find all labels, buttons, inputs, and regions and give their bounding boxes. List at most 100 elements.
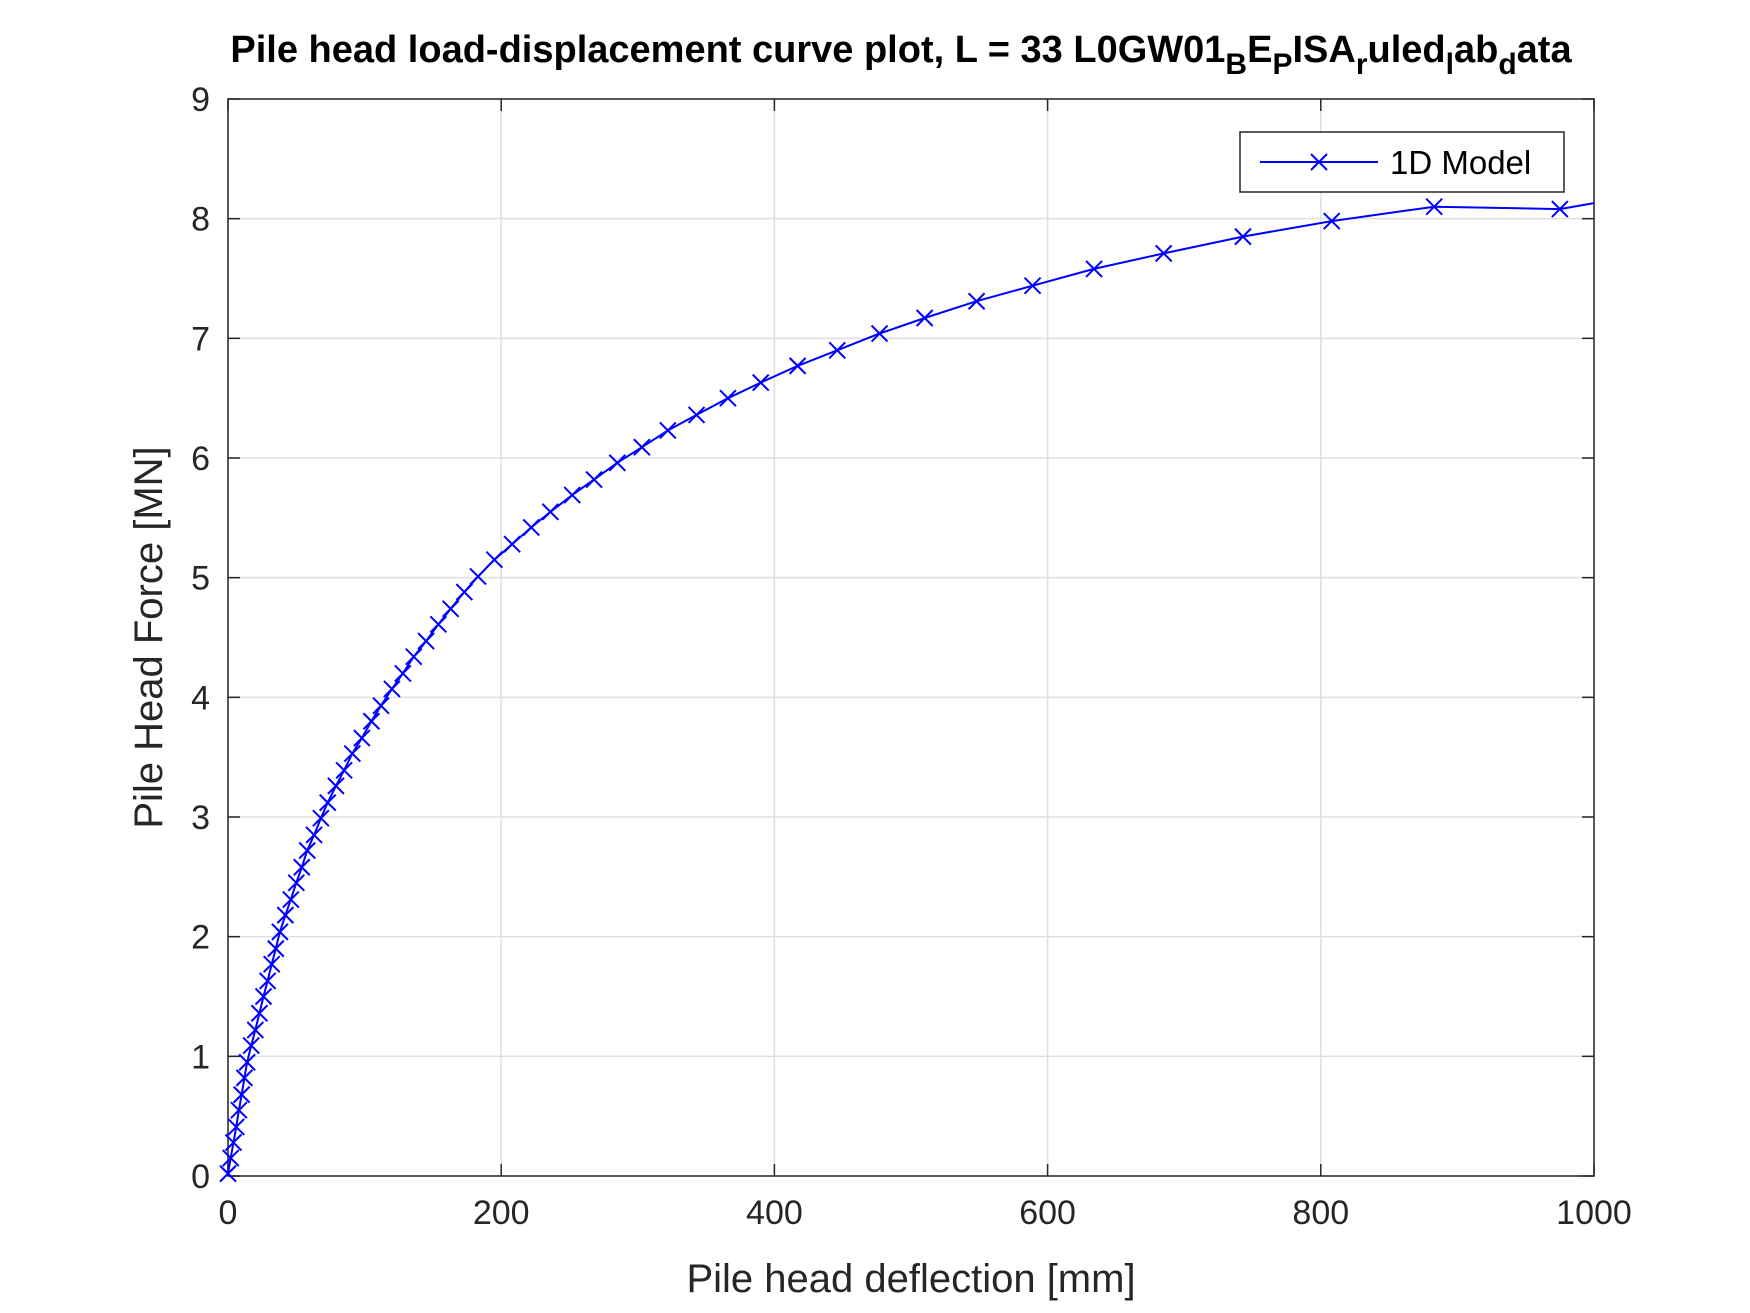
- y-tick-label: 4: [191, 679, 210, 717]
- data-point-x-marker: [235, 1069, 254, 1087]
- data-point-x-marker: [608, 454, 627, 472]
- data-point-x-marker: [469, 567, 487, 586]
- legend-x-marker-icon: [1310, 153, 1328, 171]
- data-point-x-marker: [224, 1133, 243, 1152]
- data-point-x-marker: [246, 1021, 265, 1039]
- data-point-x-marker: [362, 712, 381, 730]
- title-subscript: B: [1225, 48, 1247, 81]
- data-point-x-marker: [254, 987, 273, 1006]
- data-point-x-marker: [522, 518, 540, 537]
- data-point-x-marker: [1023, 276, 1042, 295]
- series-line: [227, 202, 1595, 1174]
- data-point-x-marker: [394, 664, 412, 683]
- data-point-x-marker: [585, 470, 603, 489]
- chart-title: Pile head load-displacement curve plot, …: [230, 29, 1572, 81]
- legend-entry-label: 1D Model: [1390, 144, 1531, 181]
- title-segment: E: [1247, 29, 1272, 71]
- title-subscript: r: [1356, 48, 1368, 81]
- y-tick-label: 3: [191, 799, 210, 837]
- data-point-x-marker: [915, 309, 934, 327]
- data-point-x-marker: [263, 955, 281, 973]
- data-point-x-marker: [242, 1036, 260, 1055]
- data-point-x-marker: [319, 793, 337, 812]
- data-point-x-marker: [752, 373, 770, 392]
- x-tick-label: 0: [219, 1194, 238, 1232]
- series-0: [219, 197, 1595, 1183]
- data-point-x-marker: [276, 906, 295, 924]
- data-point-x-marker: [271, 923, 289, 941]
- x-tick-label: 800: [1292, 1194, 1349, 1232]
- data-point-x-marker: [687, 406, 706, 424]
- x-tick-label: 200: [473, 1194, 530, 1232]
- y-tick-label: 8: [191, 201, 210, 239]
- title-segment: ab: [1454, 29, 1498, 71]
- title-subscript: d: [1498, 48, 1516, 81]
- data-point-x-marker: [238, 1053, 256, 1072]
- x-tick-label: 400: [746, 1194, 803, 1232]
- data-point-x-marker: [1234, 227, 1252, 246]
- data-point-x-marker: [343, 744, 362, 763]
- data-point-x-marker: [353, 729, 371, 747]
- data-point-x-marker: [282, 890, 300, 909]
- data-point-x-marker: [541, 503, 560, 521]
- data-point-x-marker: [219, 1164, 237, 1183]
- data-point-x-marker: [441, 600, 460, 618]
- x-tick-label: 1000: [1556, 1194, 1632, 1232]
- data-point-x-marker: [293, 858, 311, 876]
- data-point-x-marker: [287, 874, 306, 892]
- y-tick-label: 9: [191, 81, 210, 119]
- x-axis-label: Pile head deflection [mm]: [686, 1257, 1135, 1301]
- title-subscript: P: [1272, 48, 1292, 81]
- data-point-x-marker: [1551, 200, 1569, 218]
- data-point-x-marker: [258, 972, 277, 990]
- data-point-x-marker: [372, 697, 390, 715]
- plot-frame: [227, 98, 1595, 1177]
- data-point-x-marker: [417, 632, 435, 650]
- data-point-x-marker: [828, 341, 846, 360]
- y-axis-label: Pile Head Force [MN]: [127, 446, 171, 828]
- title-segment: Pile head load-displacement curve plot, …: [230, 29, 1225, 71]
- data-point-x-marker: [232, 1085, 251, 1104]
- y-tick-label: 5: [191, 560, 210, 598]
- data-point-x-marker: [298, 841, 316, 860]
- y-tick-label: 2: [191, 919, 210, 957]
- series-layer: [219, 197, 1595, 1183]
- data-point-x-marker: [455, 583, 474, 601]
- data-point-x-marker: [719, 389, 737, 407]
- data-point-x-marker: [563, 486, 581, 504]
- x-tick-label: 600: [1019, 1194, 1076, 1232]
- title-segment: uled: [1368, 29, 1446, 71]
- data-point-x-marker: [1323, 212, 1341, 230]
- data-point-x-marker: [788, 357, 807, 375]
- data-point-x-marker: [503, 535, 521, 553]
- data-point-x-marker: [633, 438, 651, 456]
- y-tick-label: 0: [191, 1158, 210, 1196]
- title-segment: ISA: [1292, 29, 1355, 71]
- data-point-x-marker: [1155, 244, 1173, 263]
- data-point-x-marker: [870, 324, 889, 343]
- data-point-x-marker: [305, 826, 323, 844]
- data-point-x-marker: [405, 647, 423, 666]
- data-point-x-marker: [1085, 260, 1103, 278]
- data-point-x-marker: [222, 1149, 240, 1167]
- title-subscript: l: [1446, 48, 1454, 81]
- title-segment: ata: [1517, 29, 1573, 71]
- data-point-x-marker: [312, 809, 330, 827]
- data-point-x-marker: [327, 777, 345, 795]
- data-point-x-marker: [1425, 197, 1443, 216]
- data-point-x-marker: [383, 680, 401, 698]
- data-point-x-marker: [230, 1101, 248, 1119]
- data-point-x-marker: [429, 615, 448, 634]
- y-tick-label: 7: [191, 320, 210, 358]
- data-point-x-marker: [485, 551, 504, 569]
- data-point-x-marker: [335, 761, 353, 780]
- grid: [227, 98, 1595, 1177]
- y-tick-label: 6: [191, 440, 210, 478]
- y-tick-label: 1: [191, 1038, 210, 1076]
- ticks: 0 200 400 600 800 1000 0 1 2 3 4 5 6 7 8 9: [191, 81, 1632, 1232]
- data-point-x-marker: [267, 939, 285, 958]
- data-point-x-marker: [227, 1118, 245, 1136]
- data-point-x-marker: [659, 421, 677, 440]
